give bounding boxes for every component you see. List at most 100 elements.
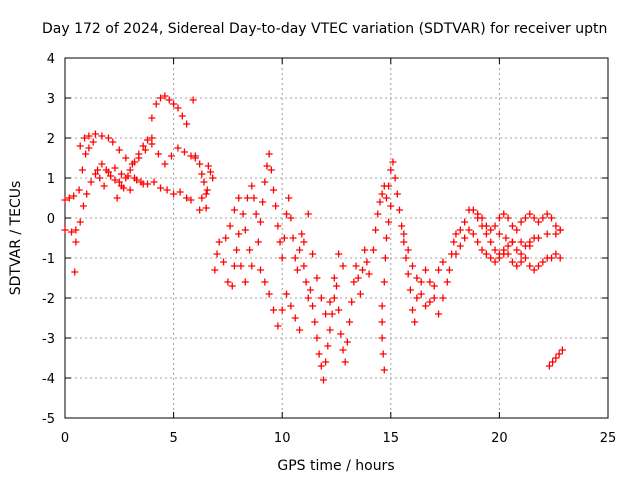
data-point	[369, 246, 377, 254]
data-point	[549, 358, 557, 366]
data-point	[141, 146, 149, 154]
data-point	[91, 170, 99, 178]
y-tick-label: 4	[47, 52, 55, 67]
data-point	[107, 172, 115, 180]
data-point	[287, 214, 295, 222]
data-point	[256, 218, 264, 226]
data-point	[521, 254, 529, 262]
data-point	[556, 254, 564, 262]
data-point	[530, 266, 538, 274]
data-point	[352, 262, 360, 270]
data-point	[526, 242, 534, 250]
data-point	[306, 286, 314, 294]
data-point	[335, 306, 343, 314]
data-point	[187, 196, 195, 204]
data-point	[283, 210, 291, 218]
data-point	[469, 206, 477, 214]
data-point	[209, 174, 217, 182]
data-point	[104, 134, 112, 142]
data-point	[406, 286, 414, 294]
data-point	[70, 192, 78, 200]
data-point	[267, 166, 275, 174]
data-point	[435, 310, 443, 318]
data-point	[98, 132, 106, 140]
data-point	[372, 226, 380, 234]
data-point	[65, 194, 73, 202]
data-point	[495, 214, 503, 222]
data-point	[439, 258, 447, 266]
data-point	[387, 202, 395, 210]
data-point	[552, 354, 560, 362]
data-point	[83, 190, 91, 198]
data-point	[148, 114, 156, 122]
data-point	[330, 274, 338, 282]
data-point	[387, 166, 395, 174]
data-point	[548, 214, 556, 222]
data-point	[474, 210, 482, 218]
data-point	[72, 238, 80, 246]
data-point	[298, 230, 306, 238]
data-point	[228, 282, 236, 290]
data-point	[363, 258, 371, 266]
data-point	[313, 274, 321, 282]
data-point	[183, 120, 191, 128]
data-point	[78, 166, 86, 174]
data-point	[170, 100, 178, 108]
data-point	[196, 206, 204, 214]
data-point	[491, 258, 499, 266]
x-tick-label: 0	[61, 431, 69, 446]
data-point	[378, 334, 386, 342]
data-point	[378, 318, 386, 326]
data-point	[456, 226, 464, 234]
data-point	[374, 210, 382, 218]
grid-lines	[65, 58, 608, 418]
y-axis-label: SDTVAR / TECUs	[8, 181, 24, 296]
data-point	[413, 274, 421, 282]
data-point	[157, 184, 165, 192]
data-point	[191, 152, 199, 160]
data-point	[482, 250, 490, 258]
data-point	[174, 104, 182, 112]
data-point	[246, 246, 254, 254]
x-tick-label: 25	[600, 431, 617, 446]
data-point	[478, 246, 486, 254]
data-point	[382, 234, 390, 242]
data-point	[443, 278, 451, 286]
data-point	[237, 262, 245, 270]
data-points	[61, 92, 566, 384]
chart-title: Day 172 of 2024, Sidereal Day-to-day VTE…	[42, 21, 607, 37]
data-point	[178, 112, 186, 120]
data-point	[61, 196, 69, 204]
data-point	[87, 178, 95, 186]
data-point	[385, 218, 393, 226]
data-point	[409, 306, 417, 314]
data-point	[152, 100, 160, 108]
data-point	[300, 262, 308, 270]
data-point	[348, 298, 356, 306]
data-point	[513, 226, 521, 234]
data-point	[456, 242, 464, 250]
data-point	[144, 136, 152, 144]
data-point	[534, 262, 542, 270]
data-point	[495, 230, 503, 238]
data-point	[517, 250, 525, 258]
data-point	[319, 376, 327, 384]
data-point	[203, 186, 211, 194]
data-point	[326, 298, 334, 306]
data-point	[330, 294, 338, 302]
data-point	[491, 246, 499, 254]
data-point	[491, 222, 499, 230]
x-tick-label: 15	[383, 431, 400, 446]
data-point	[309, 250, 317, 258]
data-point	[530, 214, 538, 222]
y-tick-labels: 4 3 2 1 0 -1 -2 -3 -4 -5	[42, 52, 55, 427]
data-point	[391, 174, 399, 182]
data-point	[504, 250, 512, 258]
data-point	[296, 246, 304, 254]
y-tick-label: 0	[47, 212, 55, 227]
data-point	[75, 186, 83, 194]
data-point	[404, 270, 412, 278]
plot-frame	[64, 57, 609, 419]
data-point	[176, 188, 184, 196]
